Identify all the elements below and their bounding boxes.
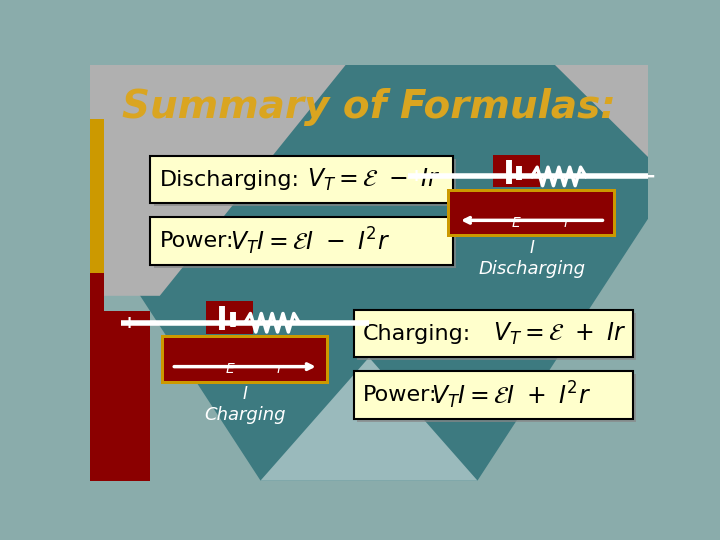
Bar [354, 372, 632, 419]
Bar [447, 189, 616, 237]
Bar [356, 313, 636, 361]
Bar [493, 155, 539, 187]
Text: +: + [408, 167, 423, 185]
Text: Charging:: Charging: [363, 323, 471, 343]
Bar [354, 309, 632, 357]
Text: Charging: Charging [204, 406, 286, 424]
Text: Power:: Power: [160, 231, 234, 251]
Text: Discharging: Discharging [478, 260, 585, 278]
Polygon shape [261, 357, 477, 481]
Bar [153, 159, 456, 206]
Bar [150, 156, 453, 204]
Polygon shape [90, 65, 346, 296]
Text: $V_T I = \mathcal{E}I\ +\ I^2r$: $V_T I = \mathcal{E}I\ +\ I^2r$ [431, 380, 591, 411]
Bar [150, 217, 453, 265]
Text: $V_T = \mathcal{E}\ +\ Ir$: $V_T = \mathcal{E}\ +\ Ir$ [493, 320, 626, 347]
Text: r: r [277, 362, 283, 376]
Text: Power:: Power: [363, 385, 437, 405]
Bar [206, 301, 253, 334]
Text: r: r [564, 215, 570, 230]
Bar [356, 374, 636, 422]
Text: I: I [243, 386, 248, 403]
Bar [90, 273, 104, 481]
Text: I: I [529, 239, 534, 257]
Text: −: − [353, 313, 370, 333]
Text: Summary of Formulas:: Summary of Formulas: [122, 88, 616, 126]
Bar [90, 119, 104, 273]
Text: E: E [512, 215, 521, 230]
Text: E: E [225, 362, 234, 376]
Polygon shape [555, 65, 648, 157]
Bar [451, 192, 613, 234]
Text: +: + [121, 314, 136, 332]
Polygon shape [90, 65, 648, 481]
Bar [153, 220, 456, 268]
Text: −: − [639, 166, 657, 186]
Bar [161, 335, 330, 383]
Text: $V_T = \mathcal{E}\ -\ Ir$: $V_T = \mathcal{E}\ -\ Ir$ [307, 166, 440, 193]
Bar [104, 311, 150, 481]
Bar [163, 338, 326, 381]
Text: Discharging:: Discharging: [160, 170, 300, 190]
Text: $V_T I = \mathcal{E}I\ -\ I^2r$: $V_T I = \mathcal{E}I\ -\ I^2r$ [230, 225, 390, 257]
